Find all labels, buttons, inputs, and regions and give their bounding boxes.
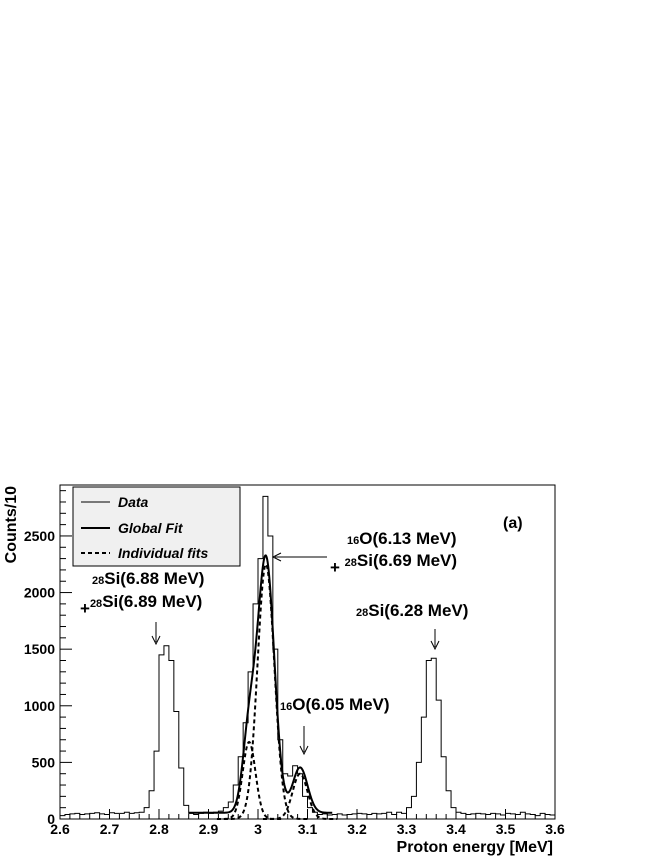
annotation-28si-689: 28Si(6.88 MeV) +28Si(6.89 MeV) <box>80 569 204 646</box>
x-tick-label: 3.2 <box>347 821 367 837</box>
annotation-label: +28Si(6.89 MeV) <box>80 592 202 618</box>
y-tick-label: 0 <box>47 811 55 827</box>
x-tick-label: 3.1 <box>298 821 318 837</box>
y-axis-title: Counts/10 <box>3 486 20 563</box>
individual-fits <box>216 562 338 820</box>
arrow-head <box>271 552 282 562</box>
annotation-16o-613: 16O(6.13 MeV) + 28Si(6.69 MeV) <box>271 529 457 577</box>
panel-label: (a) <box>503 515 523 532</box>
x-tick-label: 3.3 <box>397 821 417 837</box>
arrow-head <box>299 745 309 756</box>
arrow-head <box>430 640 440 651</box>
annotation-label: 28Si(6.28 MeV) <box>356 601 468 620</box>
legend: Data Global Fit Individual fits <box>72 486 241 567</box>
y-tick-label: 2500 <box>24 528 55 544</box>
x-tick-label: 3.4 <box>446 821 466 837</box>
annotation-label: 16O(6.13 MeV) <box>347 529 457 548</box>
annotation-28si-628: 28Si(6.28 MeV) <box>356 601 468 651</box>
x-tick-label: 3.5 <box>496 821 516 837</box>
individual-fit-curve <box>223 562 308 820</box>
arrow-head <box>151 635 161 646</box>
y-tick-label: 1000 <box>24 698 55 714</box>
annotation-label: + 28Si(6.69 MeV) <box>330 551 457 577</box>
x-axis-title: Proton energy [MeV] <box>397 839 553 856</box>
legend-label-global-fit: Global Fit <box>118 520 184 536</box>
y-tick-label: 500 <box>32 754 56 770</box>
x-tick-label: 2.8 <box>149 821 169 837</box>
x-tick-label: 2.9 <box>199 821 219 837</box>
legend-label-data: Data <box>118 494 149 510</box>
x-tick-labels: 2.6 2.7 2.8 2.9 3 3.1 3.2 3.3 3.4 3.5 3.6 <box>50 821 565 837</box>
annotation-label: 16O(6.05 MeV) <box>280 695 390 714</box>
x-tick-label: 3.6 <box>545 821 565 837</box>
x-tick-label: 2.7 <box>100 821 120 837</box>
legend-box <box>72 486 241 567</box>
y-tick-label: 1500 <box>24 641 55 657</box>
individual-fit-curve <box>262 772 338 820</box>
data-histogram <box>60 495 555 817</box>
y-tick-label: 2000 <box>24 585 55 601</box>
legend-label-individual-fits: Individual fits <box>118 545 208 561</box>
global-fit-curve <box>188 554 333 814</box>
x-tick-label: 2.6 <box>50 821 70 837</box>
annotation-16o-605: 16O(6.05 MeV) <box>280 695 390 756</box>
x-tick-label: 3 <box>254 821 262 837</box>
annotation-label: 28Si(6.88 MeV) <box>92 569 204 588</box>
y-tick-labels: 0 500 1000 1500 2000 2500 <box>24 528 55 827</box>
